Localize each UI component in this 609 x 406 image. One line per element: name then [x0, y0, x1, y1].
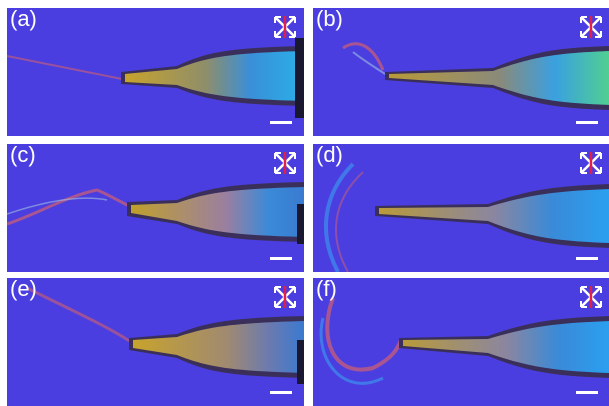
panel-label: (b): [316, 8, 343, 31]
micrograph-a: [7, 8, 304, 136]
panel-label: (f): [316, 278, 337, 301]
panel-label: (c): [10, 144, 36, 167]
panel-c: (c): [7, 144, 304, 272]
scale-bar: [270, 257, 292, 260]
panel-e: (e): [7, 278, 304, 406]
panel-b: (b): [313, 8, 609, 136]
micrograph-d: [313, 144, 609, 272]
crossed-polarizer-icon: [580, 152, 602, 174]
micrograph-b: [313, 8, 609, 136]
panel-label: (d): [316, 144, 343, 167]
crossed-polarizer-icon: [580, 286, 602, 308]
panel-a: (a): [7, 8, 304, 136]
crossed-polarizer-icon: [580, 16, 602, 38]
scale-bar: [576, 257, 598, 260]
scale-bar: [576, 391, 598, 394]
panel-label: (e): [10, 278, 37, 301]
micrograph-e: [7, 278, 304, 406]
micrograph-f: [313, 278, 609, 406]
micrograph-c: [7, 144, 304, 272]
scale-bar: [270, 121, 292, 124]
panel-d: (d): [313, 144, 609, 272]
scale-bar: [576, 121, 598, 124]
crossed-polarizer-icon: [274, 152, 296, 174]
crossed-polarizer-icon: [274, 16, 296, 38]
panel-f: (f): [313, 278, 609, 406]
crossed-polarizer-icon: [274, 286, 296, 308]
panel-label: (a): [10, 8, 37, 31]
scale-bar: [270, 391, 292, 394]
